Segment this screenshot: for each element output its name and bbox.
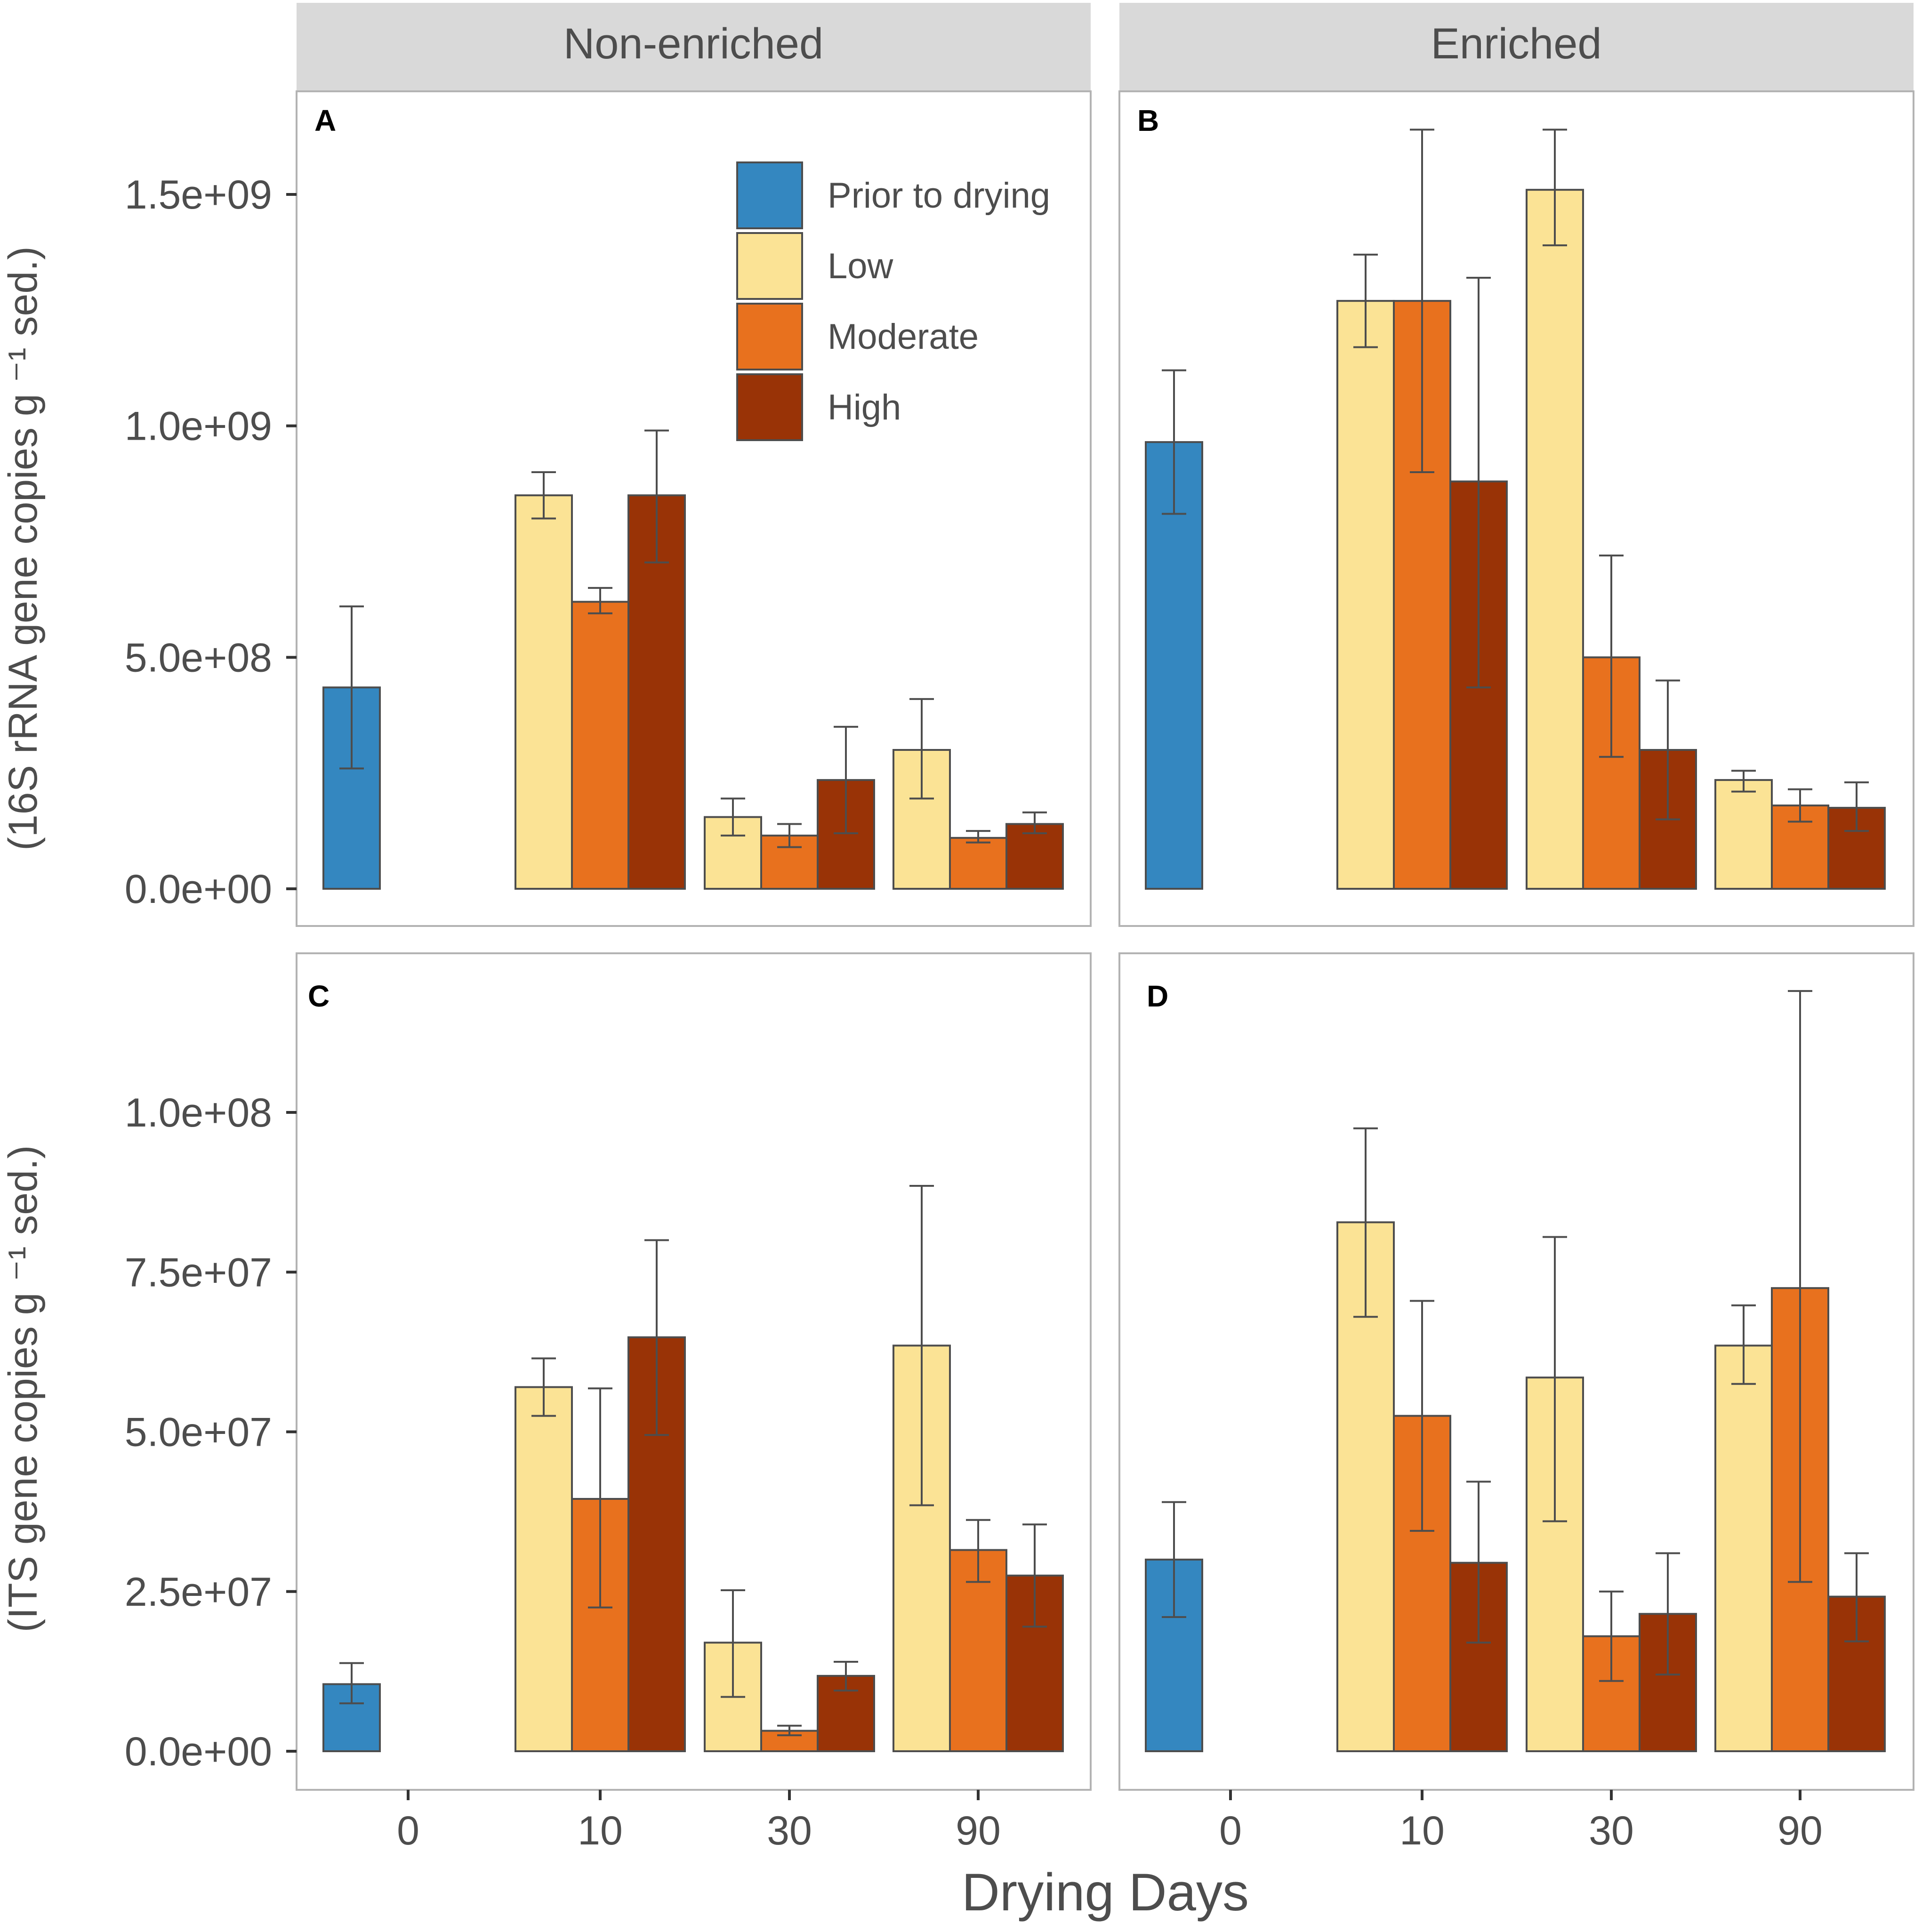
legend-swatch xyxy=(736,161,803,229)
legend-swatch xyxy=(736,232,803,300)
bar-prior-to-drying-day-0 xyxy=(1145,441,1203,890)
panel-letter: B xyxy=(1137,104,1159,137)
y-tick-label: 2.5e+07 xyxy=(125,1570,272,1615)
bar-high-day-90 xyxy=(1005,823,1064,890)
x-axis-title: Drying Days xyxy=(962,1863,1249,1922)
bar-moderate-day-90 xyxy=(949,837,1007,890)
legend-label: Low xyxy=(828,246,894,286)
y-tick-label: 0.0e+00 xyxy=(125,1729,272,1774)
y-axis-title-top: (16S rRNA gene copies g ⁻¹ sed.) xyxy=(0,246,46,850)
panel-A: A 0.0e+00 5.0e+08 1.0e+09 1.5e+09 xyxy=(125,90,1092,927)
legend: Prior to drying Low Moderate High xyxy=(736,161,1050,441)
panel-C: C 0.0e+00 2.5e+07 5.0e+07 7.5e+07 1.0e+08 0 10 3… xyxy=(125,952,1092,1853)
x-tick-label: 30 xyxy=(1589,1808,1634,1853)
panel-letter: D xyxy=(1147,979,1168,1013)
y-tick-label: 1.5e+09 xyxy=(125,172,272,217)
panel-border xyxy=(296,90,1092,927)
bar-high-day-90 xyxy=(1005,1574,1064,1752)
y-tick-label: 1.0e+09 xyxy=(125,404,272,449)
x-tick-label: 10 xyxy=(578,1808,623,1853)
y-tick-label: 0.0e+00 xyxy=(125,867,272,912)
strip-right-label: Enriched xyxy=(1431,20,1601,68)
x-tick-label: 0 xyxy=(397,1808,419,1853)
strip-left: Non-enriched xyxy=(297,3,1091,91)
legend-label: Prior to drying xyxy=(828,176,1050,216)
y-tick-label: 1.0e+08 xyxy=(125,1090,272,1135)
x-tick-label: 0 xyxy=(1219,1808,1242,1853)
bar-low-day-10 xyxy=(515,1386,573,1752)
strip-left-bg xyxy=(297,3,1091,91)
panel-D: D 0 10 30 90 xyxy=(1118,952,1914,1853)
y-tick-label: 5.0e+08 xyxy=(125,635,272,680)
legend-swatch xyxy=(736,303,803,370)
strip-right: Enriched xyxy=(1119,3,1914,91)
y-tick-label: 5.0e+07 xyxy=(125,1410,272,1455)
x-tick-label: 90 xyxy=(1777,1808,1823,1853)
panel-letter: C xyxy=(308,979,330,1013)
panel-border xyxy=(1118,90,1914,927)
y-tick-label: 7.5e+07 xyxy=(125,1250,272,1295)
bar-low-day-90 xyxy=(1714,1344,1773,1752)
strip-left-label: Non-enriched xyxy=(563,20,823,68)
legend-label: Moderate xyxy=(828,317,979,357)
bar-moderate-day-10 xyxy=(571,601,629,890)
strip-right-bg xyxy=(1119,3,1914,91)
legend-label: High xyxy=(828,387,901,427)
bar-low-day-30 xyxy=(704,816,762,890)
bar-low-day-10 xyxy=(1336,300,1395,890)
x-tick-label: 90 xyxy=(956,1808,1001,1853)
panel-letter: A xyxy=(314,104,336,137)
legend-swatch xyxy=(736,373,803,441)
bar-low-day-90 xyxy=(1714,779,1773,890)
y-axis-title-bottom: (ITS gene copies g ⁻¹ sed.) xyxy=(0,1145,46,1633)
x-tick-label: 10 xyxy=(1399,1808,1445,1853)
bar-moderate-day-90 xyxy=(949,1549,1007,1752)
panel-B: B xyxy=(1118,90,1914,927)
bar-low-day-30 xyxy=(1526,189,1584,890)
x-tick-label: 30 xyxy=(767,1808,812,1853)
bar-low-day-10 xyxy=(515,494,573,890)
